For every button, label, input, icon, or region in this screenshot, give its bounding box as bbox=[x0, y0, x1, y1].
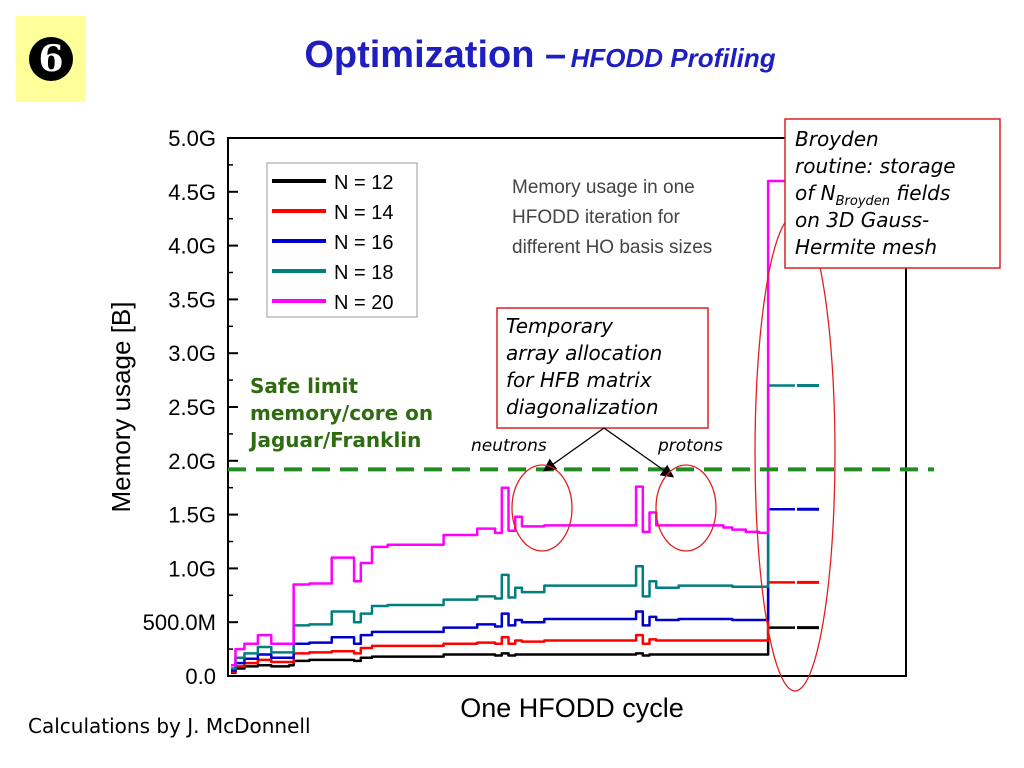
legend-label: N = 20 bbox=[334, 292, 393, 314]
chart-description-line: different HO basis sizes bbox=[512, 237, 712, 258]
temporary-array-line: diagonalization bbox=[506, 395, 659, 419]
broyden-line: Hermite mesh bbox=[795, 235, 937, 259]
neutrons-label: neutrons bbox=[471, 436, 547, 456]
broyden-line: on 3D Gauss- bbox=[795, 208, 929, 232]
legend-label: N = 16 bbox=[334, 232, 393, 254]
broyden-line: Broyden bbox=[795, 127, 879, 151]
slide-title-main: Optimization – bbox=[304, 34, 567, 76]
temporary-array-box bbox=[496, 307, 709, 429]
y-tick-label: 500.0M bbox=[143, 610, 216, 635]
broyden-subscript: Broyden bbox=[836, 194, 890, 209]
legend-label: N = 14 bbox=[334, 202, 393, 224]
slide-title: Optimization – HFODD Profiling bbox=[160, 34, 920, 77]
temporary-array-line: array allocation bbox=[506, 341, 662, 365]
series-line-n12 bbox=[231, 626, 795, 675]
chart-description-line: HFODD iteration for bbox=[512, 207, 681, 228]
y-tick-label: 0.0 bbox=[185, 664, 216, 689]
safe-limit-label-line: Jaguar/Franklin bbox=[248, 428, 421, 452]
x-axis-label: One HFODD cycle bbox=[460, 693, 684, 723]
series-line-n14 bbox=[231, 581, 795, 673]
safe-limit-label-line: memory/core on bbox=[250, 401, 433, 425]
broyden-fields-text: fields bbox=[890, 181, 950, 205]
safe-limit-label-line: Safe limit bbox=[250, 374, 359, 398]
legend: N = 12 N = 14 N = 16 N = 18 N = 20 bbox=[266, 162, 418, 318]
broyden-box bbox=[784, 118, 1001, 269]
y-tick-label: 4.5G bbox=[168, 180, 216, 205]
broyden-line: routine: storage bbox=[795, 154, 956, 178]
y-axis-label: Memory usage [B] bbox=[106, 302, 136, 513]
chart-description-line: Memory usage in one bbox=[512, 177, 695, 198]
y-tick-label: 3.5G bbox=[168, 287, 216, 312]
credits-footer: Calculations by J. McDonnell bbox=[28, 714, 311, 738]
y-tick-label: 1.5G bbox=[168, 503, 216, 528]
legend-label: N = 18 bbox=[334, 262, 393, 284]
y-tick-label: 2.0G bbox=[168, 449, 216, 474]
protons-peak-ellipse bbox=[655, 464, 717, 552]
broyden-line-nbroyden: of NBroyden fields bbox=[795, 181, 950, 209]
temporary-array-line: for HFB matrix bbox=[506, 368, 652, 392]
series-line-n16 bbox=[231, 507, 795, 672]
slide-title-sub: HFODD Profiling bbox=[570, 43, 776, 73]
y-tick-label: 1.0G bbox=[168, 556, 216, 581]
neutrons-arrow bbox=[542, 427, 605, 472]
broyden-n-symbol: of N bbox=[795, 181, 836, 205]
temporary-array-line: Temporary bbox=[506, 314, 614, 338]
y-tick-label: 3.0G bbox=[168, 341, 216, 366]
y-tick-label: 2.5G bbox=[168, 395, 216, 420]
series-line-n20 bbox=[231, 179, 795, 667]
protons-label: protons bbox=[657, 436, 723, 456]
protons-arrow bbox=[603, 427, 675, 478]
y-tick-label: 4.0G bbox=[168, 234, 216, 259]
y-tick-label: 5.0G bbox=[168, 126, 216, 151]
legend-label: N = 12 bbox=[334, 172, 393, 194]
slide-number-badge: 6 bbox=[16, 16, 86, 102]
neutrons-peak-ellipse bbox=[511, 464, 573, 552]
circled-number-icon: 6 bbox=[29, 37, 73, 81]
